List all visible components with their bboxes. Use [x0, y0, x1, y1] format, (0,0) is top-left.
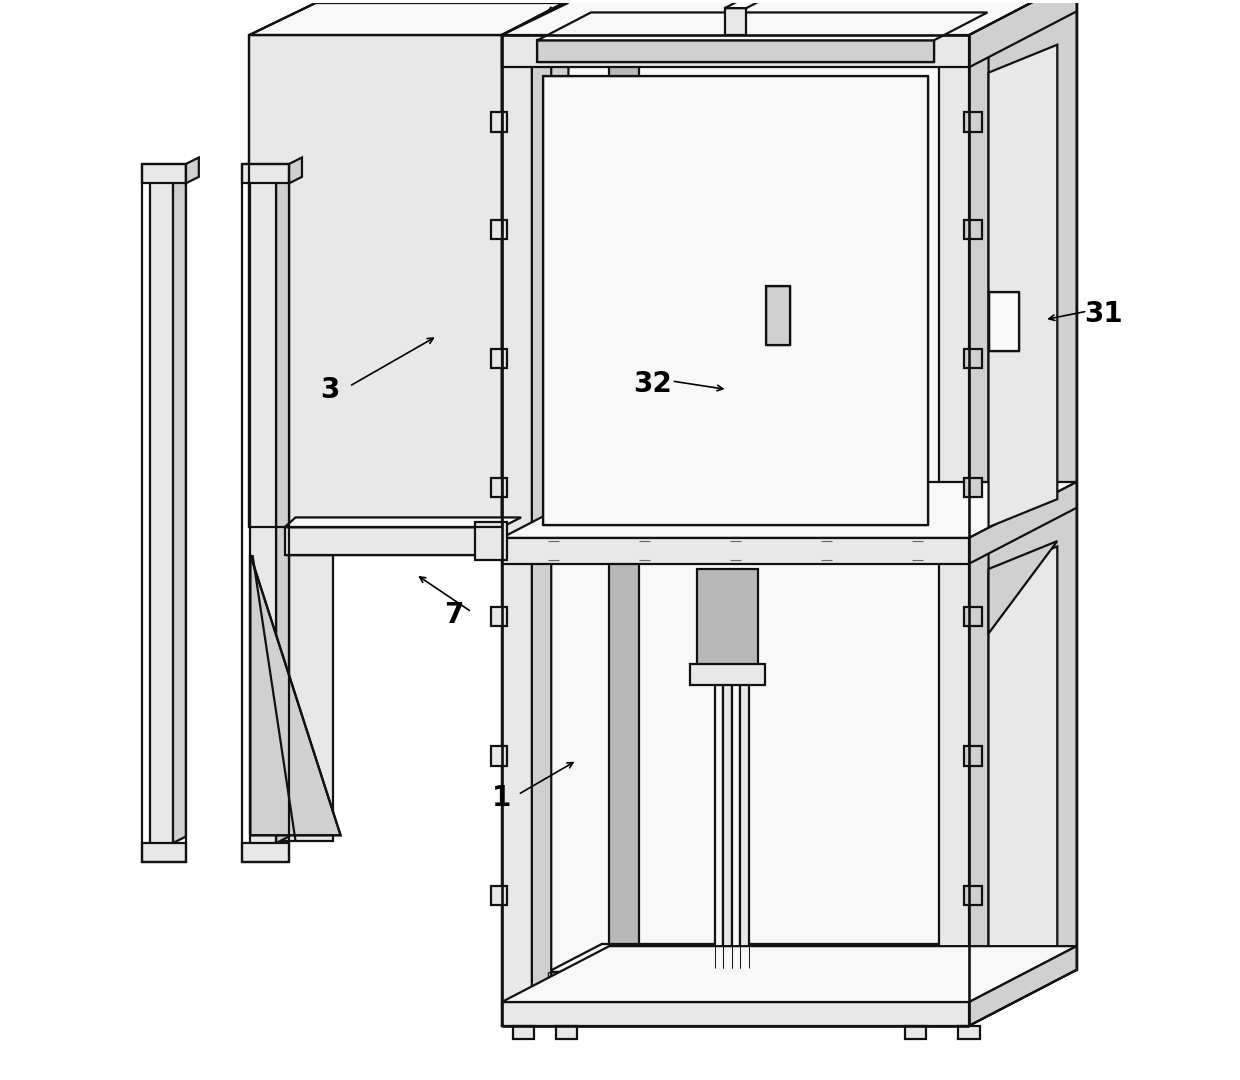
Polygon shape: [502, 35, 970, 1026]
Polygon shape: [242, 164, 289, 184]
Polygon shape: [277, 174, 289, 843]
Polygon shape: [970, 0, 1076, 67]
Polygon shape: [502, 0, 1076, 35]
Polygon shape: [970, 8, 988, 1015]
Polygon shape: [766, 286, 790, 346]
Polygon shape: [988, 44, 1058, 527]
Polygon shape: [959, 1026, 980, 1039]
Polygon shape: [970, 482, 1076, 564]
Polygon shape: [724, 0, 779, 9]
Polygon shape: [502, 35, 532, 1026]
Polygon shape: [250, 555, 341, 836]
Polygon shape: [963, 746, 982, 766]
Polygon shape: [988, 546, 1058, 991]
Polygon shape: [537, 13, 987, 40]
Polygon shape: [988, 293, 1018, 351]
Polygon shape: [724, 9, 746, 35]
Polygon shape: [512, 1026, 534, 1039]
Polygon shape: [491, 886, 507, 905]
Polygon shape: [732, 674, 740, 968]
Polygon shape: [491, 112, 507, 132]
Polygon shape: [491, 746, 507, 766]
Polygon shape: [905, 1026, 926, 1039]
Polygon shape: [740, 674, 749, 968]
Polygon shape: [186, 158, 198, 184]
Polygon shape: [285, 517, 521, 527]
Polygon shape: [970, 946, 1076, 1026]
Polygon shape: [697, 569, 758, 674]
Text: 1: 1: [492, 784, 511, 812]
Polygon shape: [174, 174, 186, 843]
Polygon shape: [250, 180, 277, 847]
Polygon shape: [963, 349, 982, 368]
Polygon shape: [502, 35, 970, 67]
Polygon shape: [491, 607, 507, 626]
Polygon shape: [141, 164, 186, 184]
Polygon shape: [963, 112, 982, 132]
Polygon shape: [970, 0, 1076, 1026]
Polygon shape: [963, 477, 982, 497]
Polygon shape: [609, 0, 640, 970]
Polygon shape: [491, 477, 507, 497]
Polygon shape: [1047, 0, 1076, 970]
Polygon shape: [988, 541, 1058, 634]
Polygon shape: [963, 886, 982, 905]
Polygon shape: [502, 3, 568, 527]
Polygon shape: [532, 8, 552, 1015]
Polygon shape: [491, 220, 507, 239]
Polygon shape: [556, 1026, 577, 1039]
Polygon shape: [285, 527, 502, 555]
Polygon shape: [249, 35, 502, 527]
Text: 3: 3: [320, 376, 340, 404]
Polygon shape: [502, 538, 970, 564]
Polygon shape: [543, 76, 929, 525]
Polygon shape: [723, 674, 732, 968]
Polygon shape: [141, 843, 186, 862]
Polygon shape: [491, 349, 507, 368]
Polygon shape: [609, 0, 1076, 970]
Polygon shape: [548, 944, 977, 972]
Polygon shape: [689, 663, 765, 685]
Text: 31: 31: [1084, 300, 1122, 328]
Polygon shape: [150, 180, 174, 847]
Polygon shape: [939, 35, 970, 1026]
Polygon shape: [963, 220, 982, 239]
Polygon shape: [963, 607, 982, 626]
Polygon shape: [502, 482, 1076, 538]
Polygon shape: [249, 3, 568, 35]
Polygon shape: [289, 158, 303, 184]
Polygon shape: [253, 555, 334, 841]
Text: 7: 7: [444, 602, 464, 630]
Polygon shape: [502, 0, 1076, 35]
Polygon shape: [475, 522, 507, 561]
Polygon shape: [502, 946, 1076, 1002]
Polygon shape: [502, 1002, 970, 1026]
Polygon shape: [714, 674, 723, 968]
Polygon shape: [548, 972, 923, 994]
Text: 32: 32: [632, 370, 672, 399]
Polygon shape: [537, 40, 934, 62]
Polygon shape: [242, 843, 289, 862]
